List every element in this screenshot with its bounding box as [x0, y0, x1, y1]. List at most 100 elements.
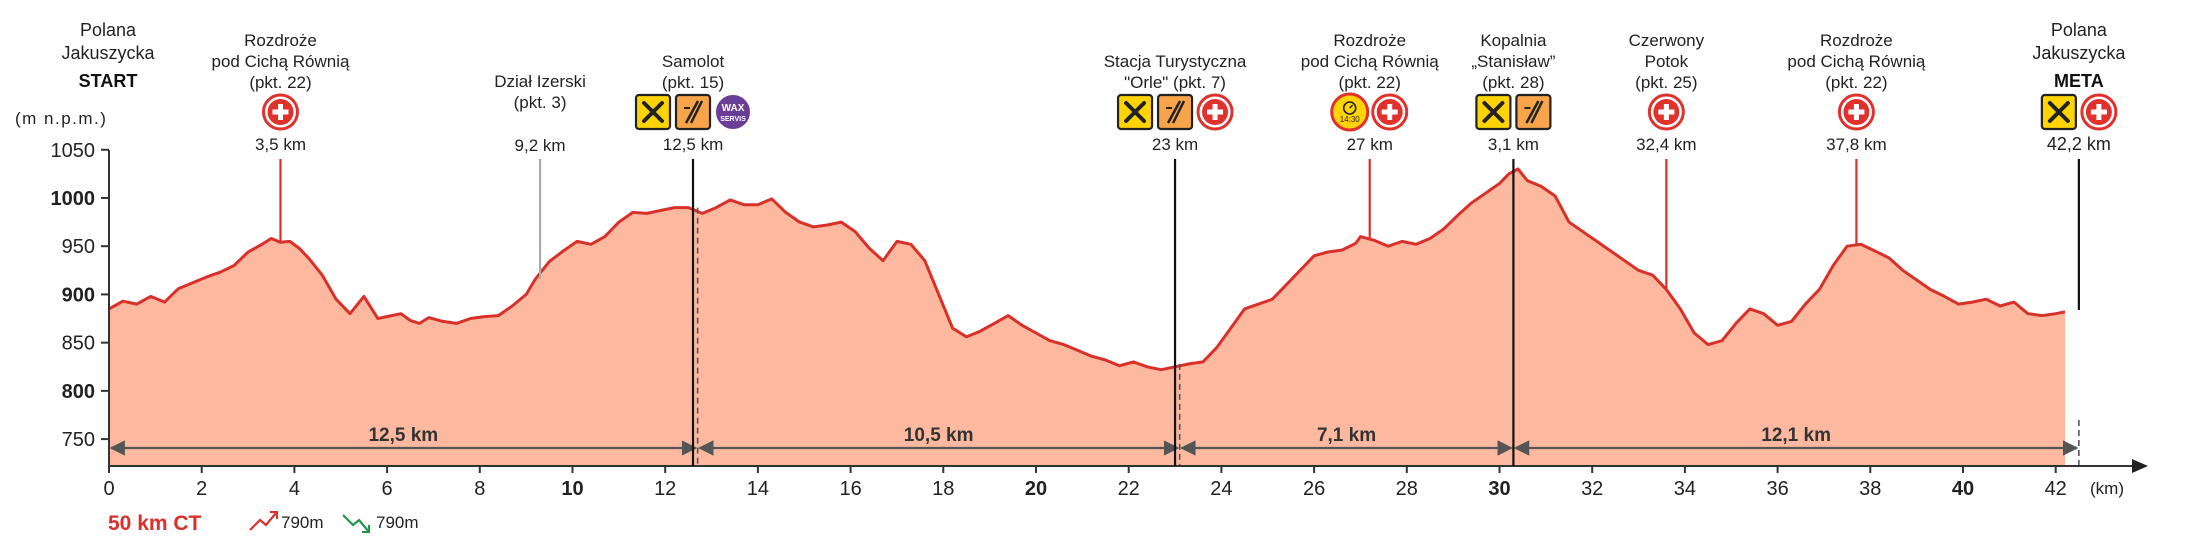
y-axis-label: (m n.p.m.) [15, 109, 107, 128]
x-tick-label: 14 [747, 478, 769, 500]
y-tick-label: 750 [62, 429, 95, 451]
checkpoint-name-line: "Orle" (pkt. 7) [1124, 73, 1226, 92]
red-cross-icon [261, 93, 299, 131]
checkpoint: Samolot (pkt. 15) 12,5 km [662, 52, 725, 466]
checkpoint-km-label: 27 km [1347, 135, 1393, 154]
finish-km-label: 42,2 km [2047, 134, 2111, 154]
checkpoint-name-line: Czerwony [1629, 31, 1705, 50]
checkpoint-name-line: Rozdroże [244, 31, 317, 50]
wax-disc [714, 93, 753, 131]
elevation-line [108, 167, 2066, 372]
checkpoint: Kopalnia „Stanisław” (pkt. 28) 3,1 km [1471, 31, 1556, 466]
checkpoint: Dział Izerski (pkt. 3) 9,2 km [494, 72, 586, 279]
x-tick-label: 0 [103, 478, 114, 500]
ski-icon [1515, 93, 1552, 131]
y-tick-label: 950 [62, 236, 95, 258]
start-label: START [79, 71, 138, 91]
segment-label: 12,5 km [368, 425, 438, 446]
food-icon [2040, 93, 2077, 131]
x-axis-arrow [2132, 459, 2148, 473]
ascent-icon-arrow [270, 511, 278, 519]
y-tick-label: 1000 [51, 188, 96, 210]
x-tick-label: 18 [932, 478, 954, 500]
checkpoint: Czerwony Potok (pkt. 25) 32,4 km [1629, 31, 1705, 290]
checkpoint-name-line: (pkt. 3) [514, 93, 567, 112]
checkpoint-name-line: (pkt. 22) [249, 73, 311, 92]
checkpoint: Rozdroże pod Cichą Równią (pkt. 22) 27 km [1301, 31, 1440, 241]
ski-icon [674, 93, 712, 131]
start-name-line: Jakuszycka [61, 43, 155, 63]
descent-icon-arrow [362, 525, 370, 533]
checkpoint-name-line: Samolot [662, 52, 725, 71]
checkpoint-name-line: pod Cichą Równią [1301, 52, 1440, 71]
x-tick-label: 20 [1025, 478, 1047, 500]
x-tick-label: 28 [1396, 478, 1418, 500]
food-icon [634, 93, 672, 131]
y-tick-label: 850 [62, 333, 95, 355]
finish-name-line: Jakuszycka [2032, 43, 2126, 63]
checkpoint: Rozdroże pod Cichą Równią (pkt. 22) 3,5 km [212, 31, 351, 243]
checkpoint: Rozdroże pod Cichą Równią (pkt. 22) 37,8 km [1787, 31, 1926, 245]
x-tick-label: 16 [839, 478, 861, 500]
checkpoint-name-line: (pkt. 15) [662, 73, 724, 92]
red-cross-icon [1196, 93, 1234, 131]
checkpoint-km-label: 3,5 km [255, 135, 306, 154]
checkpoint-km-label: 3,1 km [1488, 135, 1539, 154]
segment-label: 7,1 km [1317, 425, 1376, 446]
checkpoint-name-line: (pkt. 28) [1482, 73, 1544, 92]
food-icon [1475, 93, 1512, 131]
checkpoint-name-line: „Stanisław” [1471, 52, 1555, 71]
x-tick-label: 32 [1581, 478, 1603, 500]
spoon [642, 101, 665, 123]
checkpoint: Stacja Turystyczna "Orle" (pkt. 7) 23 km [1104, 52, 1247, 466]
red-cross-bar-v [2096, 104, 2102, 120]
finish-name-line: Polana [2051, 20, 2108, 40]
ascent-value: 790m [281, 513, 324, 532]
checkpoint-name-line: pod Cichą Równią [212, 52, 351, 71]
ski-icon [1156, 93, 1194, 131]
ski-b [689, 100, 704, 124]
checkpoint-km-label: 12,5 km [663, 135, 723, 154]
x-tick-label: 2 [196, 478, 207, 500]
clock-time: 14:30 [1340, 115, 1361, 124]
elevation-area [109, 169, 2065, 466]
y-tick-label: 900 [62, 284, 95, 306]
x-tick-label: 4 [289, 478, 300, 500]
checkpoint-name-line: pod Cichą Równią [1787, 52, 1926, 71]
checkpoint-km-label: 32,4 km [1636, 135, 1696, 154]
checkpoint-name-line: Kopalnia [1480, 31, 1547, 50]
finish-label: META [2054, 71, 2104, 91]
spoon [1124, 101, 1147, 123]
y-tick-label: 1050 [51, 140, 96, 162]
x-tick-label: 22 [1118, 478, 1140, 500]
x-tick-label: 34 [1674, 478, 1696, 500]
x-tick-label: 26 [1303, 478, 1325, 500]
spoon [1482, 101, 1505, 123]
wax-text-1: WAX [722, 103, 745, 114]
checkpoint-km-label: 9,2 km [515, 136, 566, 155]
red-cross-bar-v [1853, 104, 1859, 120]
red-cross-icon [1371, 93, 1409, 131]
clock-hand [1349, 104, 1354, 109]
x-tick-label: 12 [654, 478, 676, 500]
y-tick-label: 800 [62, 381, 95, 403]
checkpoint-name-line: Stacja Turystyczna [1104, 52, 1247, 71]
red-cross-bar-v [277, 104, 283, 120]
ski-b [1530, 100, 1544, 124]
checkpoint-name-line: (pkt. 25) [1635, 73, 1697, 92]
x-axis-label: (km) [2090, 479, 2124, 498]
clock-face [1330, 92, 1370, 132]
ski-b [1171, 100, 1186, 124]
x-tick-label: 40 [1952, 478, 1974, 500]
segment-label: 12,1 km [1761, 425, 1831, 446]
x-tick-label: 24 [1210, 478, 1232, 500]
checkpoint-name-line: (pkt. 22) [1825, 73, 1887, 92]
checkpoint-km-label: 23 km [1152, 135, 1198, 154]
race-name: 50 km CT [108, 512, 202, 535]
checkpoint-name-line: (pkt. 22) [1339, 73, 1401, 92]
red-cross-icon [1647, 93, 1685, 131]
ski-a [1166, 100, 1182, 124]
ascent-icon [249, 512, 277, 531]
